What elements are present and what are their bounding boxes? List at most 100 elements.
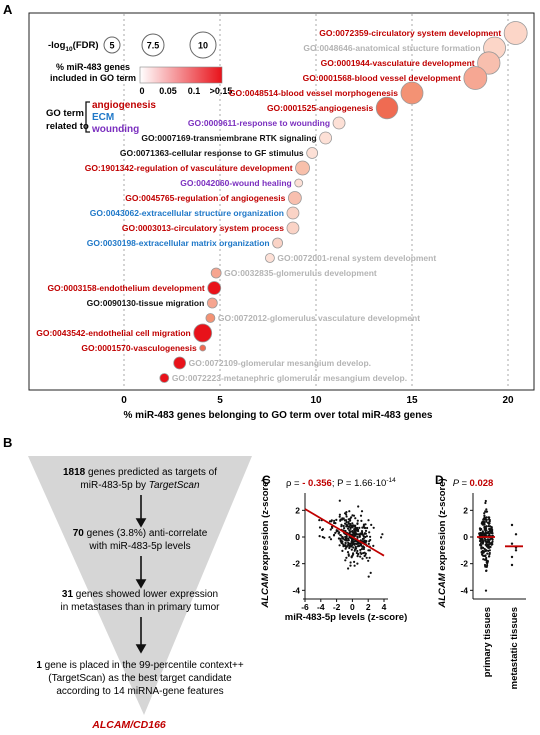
panel-c-point (360, 519, 363, 523)
bubble-label-17: GO:0003158-endothelium development (47, 283, 204, 293)
size-legend-label-5: 5 (109, 41, 114, 51)
panel-c-point (346, 551, 350, 554)
panel-c-point (339, 539, 342, 542)
panel-c-point (345, 520, 348, 524)
panel-c-point (346, 527, 350, 530)
panel-d-axes: -4 -2 0 2 (460, 493, 526, 600)
panel-c-point (349, 561, 352, 564)
funnel-step-2-line-1: 70 genes (3.8%) anti-correlate (73, 528, 208, 539)
panel-d-point-primary (485, 525, 488, 528)
panel-d-point-primary (484, 510, 488, 513)
bubble-18 (206, 297, 218, 309)
funnel-step-4-line-2: (TargetScan) as the best target candidat… (48, 673, 232, 684)
panel-c-stats: ρ = - 0.356; P = 1.66·10-14 (286, 477, 396, 489)
panel-c-point (353, 549, 356, 552)
panel-d-point-metastatic (514, 549, 518, 552)
panel-c-point (338, 515, 341, 518)
bubble-20 (193, 323, 213, 343)
size-legend-label-7-5: 7.5 (147, 41, 160, 51)
panel-c-point (349, 564, 352, 567)
bubble-5 (375, 96, 399, 120)
panel-d-point-metastatic (510, 563, 514, 567)
color-legend-title-1: % miR-483 genes (56, 62, 130, 72)
panel-c-point (364, 523, 367, 526)
panel-d-point-primary (482, 517, 485, 521)
panel-c-point (341, 518, 344, 521)
panel-d-point-primary (483, 526, 486, 529)
panel-d-point-primary (484, 499, 487, 503)
panel-c-point (347, 567, 350, 570)
panel-d-point-primary (483, 547, 486, 551)
panel-d-point-primary (485, 549, 488, 552)
panel-c-point (337, 532, 340, 535)
panel-c-point (345, 556, 348, 559)
panel-c-point (356, 549, 359, 553)
x-tick-15: 15 (406, 395, 418, 406)
panel-c-label: C (262, 473, 271, 487)
panel-c-point (340, 523, 343, 526)
panel-c-point (359, 532, 362, 535)
panel-c-point (367, 575, 370, 578)
bubble-label-7: GO:0007169-transmembrane RTK signaling (141, 133, 316, 143)
panel-c-point (350, 556, 353, 559)
panel-c-point (359, 542, 362, 545)
panel-a-points: GO:0072359-circulatory system developmen… (36, 21, 528, 383)
panel-d-point-primary (484, 531, 488, 534)
panel-d-point-primary (483, 528, 486, 531)
panel-c-point (344, 547, 347, 550)
x-tick-0: 0 (121, 395, 127, 406)
panel-d-point-primary (488, 555, 491, 558)
panel-c-point (369, 535, 372, 538)
panel-d-point-primary (479, 539, 482, 542)
panel-c-point (342, 537, 345, 540)
panel-d-point-primary (484, 589, 488, 592)
panel-d-point-primary (488, 540, 491, 543)
panel-c-point (345, 515, 348, 518)
panel-c-point (343, 544, 346, 547)
panel-c-point (345, 539, 349, 542)
panel-c-point (349, 545, 352, 548)
panel-c-point (349, 542, 352, 546)
panel-c-point (361, 531, 364, 535)
panel-c-point (362, 545, 365, 548)
panel-c-point (318, 519, 321, 522)
panel-d-point-primary (490, 543, 493, 546)
panel-d-point-primary (488, 525, 491, 528)
bubble-label-23: GO:0072223-metanephric glomerular mesang… (172, 373, 407, 383)
panel-d-point-primary (484, 539, 487, 542)
panel-d-stats: P = 0.028 (453, 478, 494, 489)
panel-c-point (342, 524, 345, 528)
size-legend-circle-5 (103, 36, 121, 54)
size-legend-circle-7-5 (141, 33, 165, 57)
panel-c-point (338, 499, 341, 502)
color-legend-tick-015: >0.15 (210, 86, 233, 96)
panel-d-point-primary (488, 551, 491, 555)
panel-c-point (368, 531, 371, 534)
panel-d-point-primary (487, 549, 490, 553)
panel-d-point-primary (485, 543, 488, 546)
panel-d-point-primary (488, 538, 492, 541)
panel-c-point (329, 528, 332, 531)
panel-c-point (356, 535, 359, 538)
panel-d-point-primary (483, 563, 487, 567)
bubble-label-15: GO:0072001-renal system development (277, 253, 436, 263)
panel-d-point-primary (481, 546, 484, 549)
panel-d-y-tick-0: 0 (463, 532, 468, 542)
panel-c-y-tick--4: -4 (292, 585, 300, 595)
panel-c-point (347, 518, 350, 521)
panel-c-point (367, 542, 370, 546)
panel-c-point (360, 547, 364, 551)
panel-c-point (339, 518, 342, 521)
panel-c-point (360, 510, 364, 513)
panel-d-y-tick-2: 2 (463, 505, 468, 515)
panel-c-trend-line (304, 508, 385, 557)
panel-c-point (358, 526, 361, 530)
panel-c-point (372, 544, 375, 548)
panel-c-point (356, 522, 359, 525)
panel-d-point-primary (488, 518, 491, 522)
panel-c-point (329, 538, 333, 541)
panel-c-point (360, 530, 364, 533)
funnel-step-1-line-2: miR-483-5p by TargetScan (80, 480, 200, 491)
funnel-step-2-line-2: with miR-483-5p levels (88, 541, 190, 552)
panel-d-point-primary (485, 516, 488, 519)
